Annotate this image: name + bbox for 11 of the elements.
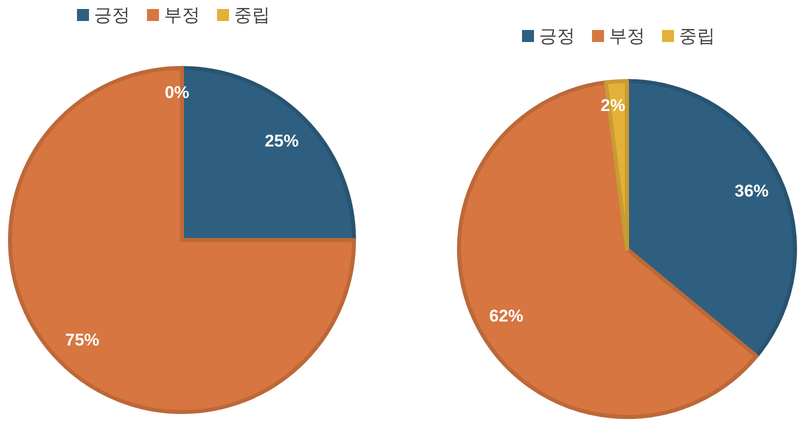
legend-label: 긍정 xyxy=(94,5,130,25)
legend-label: 긍정 xyxy=(539,26,575,46)
legend-label: 부정 xyxy=(609,26,645,46)
data-label: 36% xyxy=(734,181,769,200)
legend-label: 중립 xyxy=(679,26,715,46)
data-label: 25% xyxy=(264,131,299,150)
legend-label: 부정 xyxy=(164,5,200,25)
data-label: 62% xyxy=(489,306,524,326)
data-label: 75% xyxy=(65,330,100,350)
data-label: 2% xyxy=(600,96,626,115)
legend-label: 중립 xyxy=(234,5,270,25)
